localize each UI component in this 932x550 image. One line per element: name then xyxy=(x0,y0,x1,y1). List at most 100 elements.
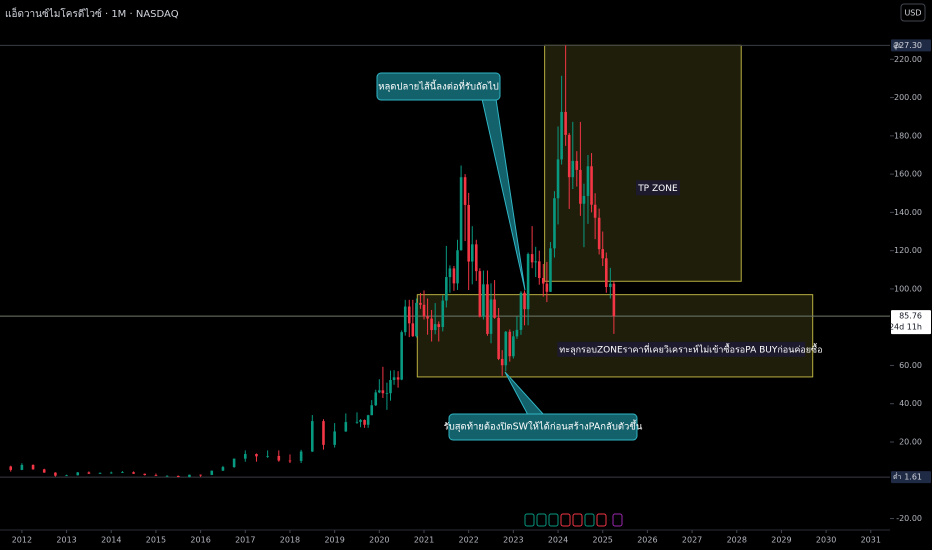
candle xyxy=(143,473,147,476)
x-tick-label: 2016 xyxy=(190,536,210,545)
candle xyxy=(255,453,258,462)
candle-body xyxy=(571,160,575,178)
candle xyxy=(392,370,396,385)
x-tick-label: 2027 xyxy=(682,536,702,545)
zone-label-bg xyxy=(635,180,680,196)
candle-body xyxy=(526,254,530,310)
x-tick-label: 2013 xyxy=(56,536,76,545)
currency-button[interactable] xyxy=(900,3,926,22)
zone-label-bg xyxy=(557,341,806,357)
candle xyxy=(415,298,418,338)
candle xyxy=(448,265,452,293)
candle xyxy=(508,329,512,362)
candle xyxy=(65,474,68,477)
candle xyxy=(422,290,426,320)
candle-body xyxy=(232,458,236,468)
candle-body xyxy=(493,299,496,318)
earnings-icons xyxy=(524,513,623,527)
candle xyxy=(381,366,385,398)
y-tick-label: 40.00 xyxy=(899,399,922,408)
candle-body xyxy=(363,419,366,425)
candle-body xyxy=(415,302,418,337)
candle xyxy=(98,472,102,474)
candle xyxy=(504,331,508,372)
candle xyxy=(419,292,422,309)
candle-body xyxy=(355,421,359,423)
candle-body xyxy=(378,390,381,393)
candle xyxy=(121,471,124,474)
candle-body xyxy=(582,195,586,204)
zone-label: TP ZONE xyxy=(637,184,678,194)
candle xyxy=(266,450,269,458)
candle-body xyxy=(560,111,563,160)
candle-body xyxy=(277,455,281,461)
candle-body xyxy=(470,244,474,262)
candle-body xyxy=(154,475,158,476)
candle xyxy=(593,193,597,240)
price-badge xyxy=(891,471,931,484)
x-tick-label: 2012 xyxy=(12,536,32,545)
candle-body xyxy=(76,472,80,476)
candle-body xyxy=(497,317,500,359)
x-tick-label: 2015 xyxy=(146,536,166,545)
y-tick-label: 160.00 xyxy=(894,170,922,179)
y-tick-label: 20.00 xyxy=(899,437,922,446)
candle xyxy=(467,192,470,291)
price-badge-tag: ต่ำ xyxy=(893,472,902,481)
candle-body xyxy=(20,464,24,470)
candle-body xyxy=(523,292,526,310)
x-tick-label: 2025 xyxy=(593,536,613,545)
candle xyxy=(586,154,590,224)
candle-body xyxy=(143,473,147,476)
candle-body xyxy=(396,377,400,380)
candle-body xyxy=(448,268,452,278)
zone-box xyxy=(544,44,742,282)
candle xyxy=(478,268,482,318)
candle xyxy=(188,474,191,478)
candle-body xyxy=(407,306,411,324)
candle xyxy=(243,450,247,462)
candle-body xyxy=(575,160,579,170)
candle xyxy=(76,472,80,476)
candle xyxy=(597,208,601,255)
candle xyxy=(515,316,519,339)
candle-body xyxy=(530,254,534,263)
candle-body xyxy=(537,261,541,279)
candle xyxy=(534,246,537,278)
candle xyxy=(470,226,474,285)
candle-body xyxy=(459,177,463,251)
price-badge xyxy=(891,39,931,52)
candle-body xyxy=(42,469,46,473)
candle-body xyxy=(463,177,467,205)
candle xyxy=(482,270,485,320)
candle xyxy=(541,264,545,297)
candle-body xyxy=(199,474,202,476)
candle xyxy=(571,121,575,190)
candle-body xyxy=(426,316,429,319)
candle xyxy=(430,309,433,342)
candle xyxy=(553,191,556,258)
candle-body xyxy=(370,405,374,416)
candle xyxy=(519,291,523,335)
x-tick-label: 2017 xyxy=(235,536,255,545)
candle xyxy=(433,303,437,335)
candle xyxy=(604,252,608,293)
candle-body xyxy=(188,474,191,477)
price-badge-label: 1.61 xyxy=(904,473,922,482)
currency-label[interactable]: USD xyxy=(904,9,921,18)
candle xyxy=(474,239,478,281)
candle xyxy=(385,382,389,410)
candle xyxy=(299,449,303,464)
candle xyxy=(545,261,549,303)
y-tick-label: 100.00 xyxy=(894,284,922,293)
candle xyxy=(374,389,378,407)
candle xyxy=(322,419,325,450)
candle-body xyxy=(400,332,403,380)
candle-body xyxy=(534,261,537,263)
y-tick-label: 60.00 xyxy=(899,361,922,370)
price-badge xyxy=(891,310,931,335)
candle xyxy=(537,250,541,285)
candle-body xyxy=(65,475,68,477)
candle-body xyxy=(445,277,448,301)
